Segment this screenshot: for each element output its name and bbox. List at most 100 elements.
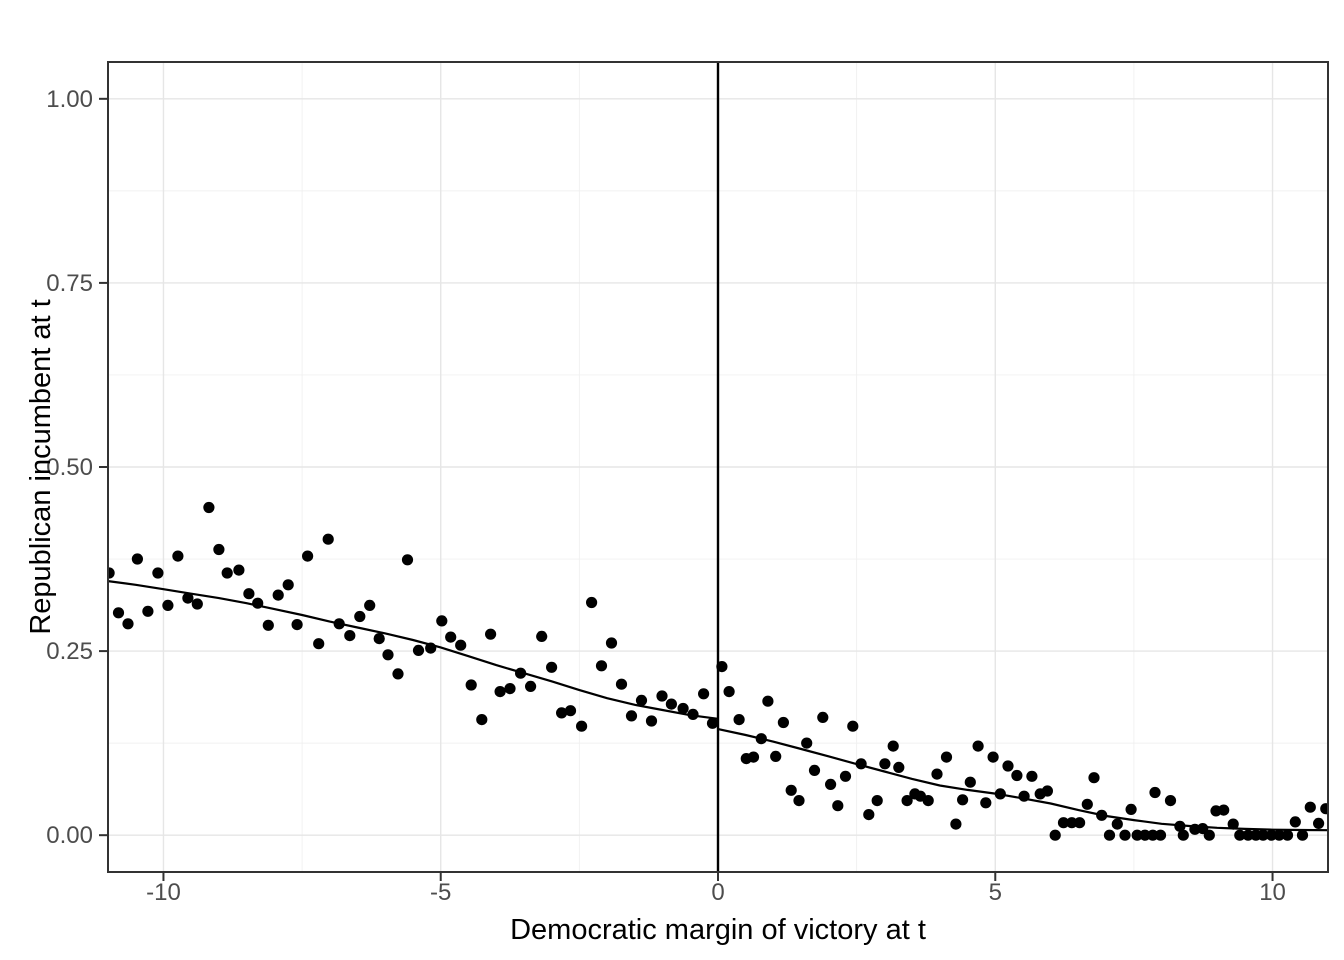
data-point (1227, 818, 1239, 830)
data-point (770, 750, 782, 763)
smooth-line-left (108, 580, 719, 720)
data-point (108, 567, 115, 579)
data-point (1081, 798, 1093, 810)
data-point (863, 809, 875, 821)
data-point (1203, 829, 1215, 841)
data-point (931, 768, 943, 780)
data-point (716, 661, 728, 673)
data-point (847, 720, 859, 732)
data-point (313, 638, 325, 650)
data-point (855, 758, 867, 770)
data-point (373, 633, 385, 645)
data-point (252, 597, 264, 609)
data-point (1018, 790, 1030, 802)
data-point (871, 795, 883, 807)
data-point (576, 720, 588, 732)
data-point (162, 599, 174, 612)
data-point (1218, 804, 1230, 816)
data-point (1103, 829, 1116, 841)
data-point (401, 554, 414, 566)
data-point (972, 740, 984, 752)
data-point (1119, 829, 1131, 841)
data-point (425, 642, 437, 654)
data-point (1242, 829, 1254, 841)
data-point (1011, 769, 1023, 782)
data-point (1149, 786, 1161, 799)
x-tick-label: -10 (146, 879, 181, 906)
data-point (1281, 829, 1294, 841)
data-point (723, 686, 735, 698)
y-tick-label: 1.00 (46, 86, 93, 113)
data-point (536, 630, 548, 643)
data-point (1273, 829, 1285, 841)
data-point (706, 717, 719, 729)
data-point (182, 592, 194, 604)
data-point (1154, 829, 1167, 841)
data-point (302, 550, 314, 562)
data-point (887, 740, 899, 752)
x-axis-tick-labels: -10 -5 0 5 10 (146, 879, 1286, 906)
data-point (994, 788, 1006, 800)
data-point (839, 770, 852, 782)
data-point (832, 800, 844, 812)
data-point (635, 694, 648, 707)
data-point (515, 667, 527, 679)
data-point (656, 690, 668, 702)
y-tick-label: 0.75 (46, 270, 93, 297)
y-axis-tick-labels: 0.00 0.25 0.50 0.75 1.00 (46, 86, 93, 849)
data-point (1234, 829, 1246, 841)
data-point (747, 751, 760, 763)
data-point (1026, 770, 1038, 782)
data-point (1174, 820, 1186, 832)
data-point (687, 708, 699, 721)
data-point (817, 711, 829, 724)
data-point (122, 618, 134, 630)
data-point (879, 758, 891, 770)
y-tick-label: 0.00 (46, 822, 93, 849)
data-point (282, 579, 294, 591)
data-point (1041, 785, 1053, 797)
data-point (233, 564, 245, 576)
data-point (142, 605, 154, 617)
data-point (525, 680, 537, 693)
data-point (203, 501, 215, 514)
data-point (755, 733, 767, 745)
data-point (595, 660, 608, 672)
data-point (785, 784, 797, 796)
data-point (1147, 829, 1159, 841)
data-point (455, 639, 467, 651)
data-point (1074, 817, 1086, 829)
data-point (291, 619, 303, 631)
data-point (546, 661, 558, 673)
data-point (213, 543, 225, 556)
data-point (762, 695, 774, 707)
data-point (322, 533, 334, 545)
data-point (980, 797, 992, 809)
data-point (1289, 816, 1301, 828)
data-point (1164, 795, 1177, 807)
data-point (564, 705, 577, 717)
data-point (1139, 829, 1151, 841)
data-point (272, 589, 284, 601)
data-point (987, 751, 999, 763)
data-point (1002, 760, 1014, 772)
data-point (698, 688, 710, 700)
data-point (364, 599, 376, 612)
data-point (808, 764, 821, 777)
data-point (1125, 803, 1137, 816)
data-point (964, 776, 976, 788)
data-point (556, 707, 568, 719)
y-axis-title: Republican incumbent at t (25, 299, 57, 634)
data-point (1057, 817, 1070, 829)
x-axis-ticks (162, 872, 1274, 881)
data-point (625, 710, 638, 722)
data-point (950, 818, 962, 830)
data-point (957, 794, 969, 806)
data-point (504, 683, 516, 695)
data-point (465, 679, 477, 691)
x-tick-label: 10 (1259, 879, 1286, 906)
data-points-layer (108, 501, 1328, 841)
data-point (615, 678, 628, 690)
data-point (733, 714, 745, 726)
